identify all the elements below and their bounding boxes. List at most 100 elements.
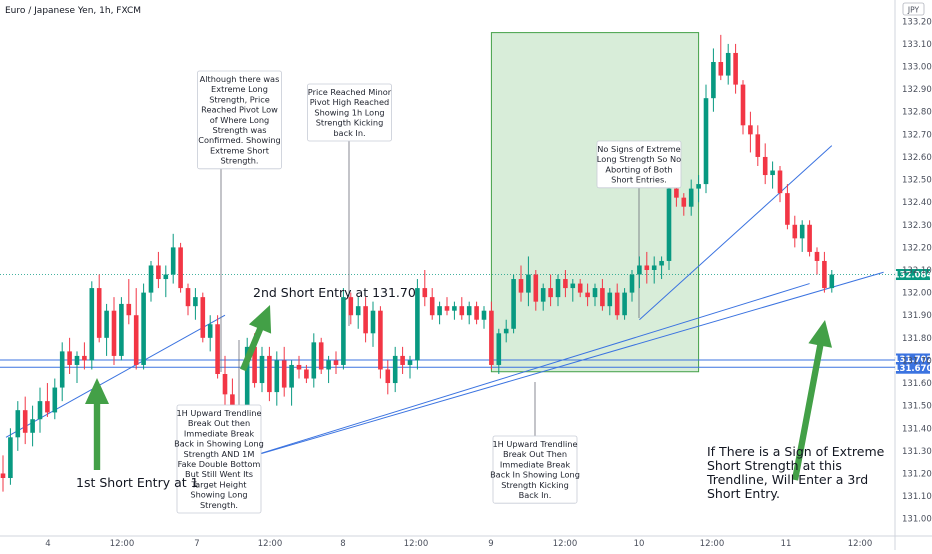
candle-body <box>474 306 479 320</box>
annotation-box <box>176 404 262 514</box>
candle-body <box>489 310 494 365</box>
annotation-text-line: 1H Upward Trendline <box>176 408 261 418</box>
candle-body <box>459 306 465 316</box>
candle-body <box>674 188 679 198</box>
candle-body <box>725 52 731 76</box>
green-arrow[interactable] <box>85 378 109 470</box>
annotation-text-line: Immediate Break <box>184 428 255 438</box>
annotation-text-line: Strength, Price <box>209 94 270 104</box>
candle-body <box>244 346 250 447</box>
green-arrow[interactable] <box>791 320 832 481</box>
price-tick-label: 132.000 <box>902 289 932 299</box>
first-entry-note[interactable]: 1st Short Entry at 1 <box>76 475 199 490</box>
green-arrow[interactable] <box>240 305 272 372</box>
candle-body <box>718 62 724 76</box>
candle-body <box>170 247 176 275</box>
candle-body <box>711 62 716 99</box>
candle-body <box>141 292 146 365</box>
trendline[interactable] <box>639 145 833 321</box>
candle-body <box>733 52 738 85</box>
candle-body <box>762 156 768 176</box>
third-entry-note-line[interactable]: Trendline, Will Enter a 3rd <box>706 472 868 487</box>
price-tick-label: 131.300 <box>902 447 932 457</box>
price-tick-label: 132.500 <box>902 176 932 186</box>
trendline[interactable] <box>239 283 810 461</box>
candle-body <box>570 283 576 289</box>
candle-body <box>363 306 368 334</box>
price-tick-label: 131.500 <box>902 402 932 412</box>
third-entry-note-line[interactable]: If There is a Sign of Extreme <box>707 444 885 459</box>
candle-body <box>452 306 457 311</box>
candle-body <box>607 292 613 307</box>
annotation-text-line: Strength was <box>213 125 267 135</box>
price-tick-label: 131.700 <box>902 356 932 366</box>
candle-body <box>274 360 280 393</box>
time-axis[interactable]: 4 12:00 7 12:00 8 12:00 9 12:00 10 12:00 11 12:00 <box>45 539 872 549</box>
third-entry-note-line[interactable]: Short Entry. <box>707 486 780 501</box>
candle-body <box>407 360 413 365</box>
candle-body <box>45 401 50 413</box>
annotation-text-line: Short Entries. <box>611 175 667 185</box>
trendlines-layer[interactable] <box>5 145 884 461</box>
second-entry-note[interactable]: 2nd Short Entry at 131.70 <box>253 285 416 300</box>
candle-body <box>348 297 354 316</box>
candle-body <box>207 324 213 338</box>
candle-body <box>96 288 102 338</box>
annotation-text-line: Aborting of Both <box>605 164 672 174</box>
annotation-leaders-layer <box>220 141 640 436</box>
highlight-rectangle[interactable] <box>490 32 700 373</box>
candle-body <box>392 355 398 384</box>
trendline[interactable] <box>5 314 226 438</box>
time-tick-label: 12:00 <box>700 539 725 549</box>
third-entry-note-line[interactable]: Short Strength at this <box>707 458 842 473</box>
candle-body <box>378 310 383 370</box>
annotation-text-line: back In. <box>333 128 365 138</box>
annotation-text-line: Back in Showing Long <box>174 439 264 449</box>
candle-body <box>104 310 109 338</box>
candle-body <box>326 360 331 370</box>
candle-body <box>341 297 346 365</box>
annotation-text-line: Strength Kicking <box>501 480 569 490</box>
candle-body <box>777 170 783 194</box>
candle-body <box>185 288 191 307</box>
candle-body <box>252 346 257 384</box>
candle-body <box>0 473 6 478</box>
candle-body <box>119 303 124 356</box>
candle-body <box>829 274 835 289</box>
price-tick-label: 132.100 <box>902 266 932 276</box>
currency-badge[interactable]: JPY <box>902 2 925 16</box>
price-level-tag <box>896 362 930 374</box>
candles-layer <box>0 34 835 492</box>
candle-body <box>496 333 502 365</box>
candle-body <box>755 134 761 157</box>
candle-body <box>814 251 820 261</box>
price-tick-label: 132.300 <box>902 221 932 231</box>
price-tick-label: 132.800 <box>902 108 932 118</box>
candle-body <box>792 224 798 239</box>
annotation-text-line: 1H Upward Trendline <box>492 439 577 449</box>
annotation-text-line: of Where Long <box>210 115 269 125</box>
candle-body <box>370 310 376 334</box>
annotation-box <box>492 435 578 504</box>
candle-body <box>15 410 21 438</box>
arrows-layer[interactable] <box>85 305 832 481</box>
price-tick-label: 131.600 <box>902 379 932 389</box>
candle-body <box>822 260 827 289</box>
candle-body <box>415 288 420 361</box>
big-notes-layer[interactable]: 1st Short Entry at 1 2nd Short Entry at 1… <box>76 285 885 501</box>
annotation-text-line: Pivot High Reached <box>310 97 389 107</box>
candle-body <box>52 387 58 413</box>
price-tick-label: 132.200 <box>902 243 932 253</box>
trendline[interactable] <box>239 271 884 461</box>
price-tick-label: 132.600 <box>902 153 932 163</box>
